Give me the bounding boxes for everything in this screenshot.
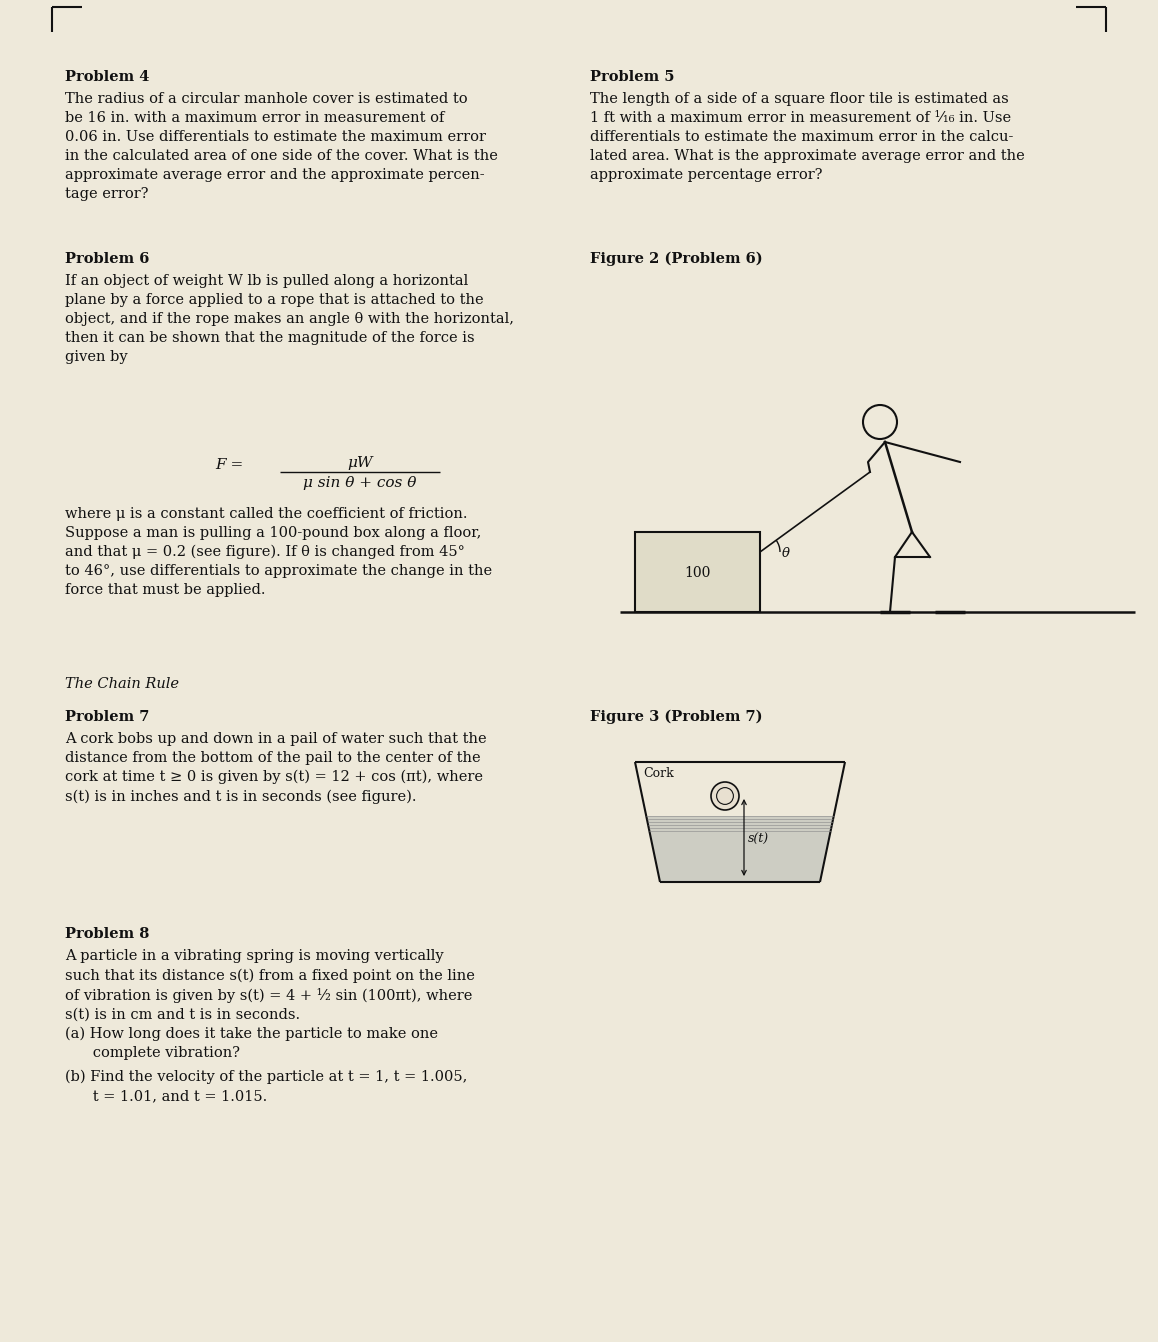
Text: A cork bobs up and down in a pail of water such that the
distance from the botto: A cork bobs up and down in a pail of wat… — [65, 731, 486, 804]
Text: Problem 5: Problem 5 — [589, 70, 674, 85]
Text: Cork: Cork — [643, 768, 674, 780]
Text: μW: μW — [347, 456, 373, 470]
Text: If an object of weight W lb is pulled along a horizontal
plane by a force applie: If an object of weight W lb is pulled al… — [65, 274, 514, 364]
Text: Problem 8: Problem 8 — [65, 927, 149, 941]
Polygon shape — [646, 816, 834, 882]
Bar — [635, 531, 760, 612]
Text: Problem 7: Problem 7 — [65, 710, 149, 723]
Text: μ sin θ + cos θ: μ sin θ + cos θ — [303, 476, 417, 490]
Text: The radius of a circular manhole cover is estimated to
be 16 in. with a maximum : The radius of a circular manhole cover i… — [65, 93, 498, 201]
Text: The Chain Rule: The Chain Rule — [65, 676, 179, 691]
Text: F =: F = — [215, 458, 243, 472]
Text: Problem 4: Problem 4 — [65, 70, 149, 85]
Text: 100: 100 — [684, 566, 711, 580]
Text: (a) How long does it take the particle to make one
      complete vibration?: (a) How long does it take the particle t… — [65, 1027, 438, 1060]
Text: Figure 3 (Problem 7): Figure 3 (Problem 7) — [589, 710, 762, 725]
Text: The length of a side of a square floor tile is estimated as
1 ft with a maximum : The length of a side of a square floor t… — [589, 93, 1025, 181]
Text: θ: θ — [782, 548, 790, 560]
Text: (b) Find the velocity of the particle at t = 1, t = 1.005,
      t = 1.01, and t: (b) Find the velocity of the particle at… — [65, 1070, 468, 1103]
Text: Problem 6: Problem 6 — [65, 252, 149, 266]
Text: s(t): s(t) — [748, 833, 769, 845]
Text: where μ is a constant called the coefficient of friction.
Suppose a man is pulli: where μ is a constant called the coeffic… — [65, 507, 492, 597]
Ellipse shape — [711, 782, 739, 811]
Text: Figure 2 (Problem 6): Figure 2 (Problem 6) — [589, 252, 763, 267]
Text: A particle in a vibrating spring is moving vertically
such that its distance s(t: A particle in a vibrating spring is movi… — [65, 949, 475, 1021]
